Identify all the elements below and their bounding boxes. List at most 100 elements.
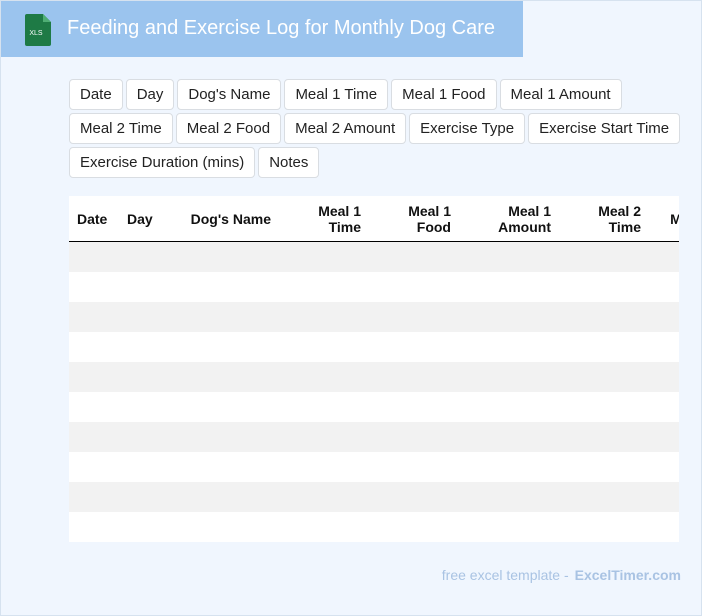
table-cell [69, 422, 119, 452]
table-cell [119, 452, 169, 482]
column-header: Meal 2 Time [559, 196, 649, 242]
table-cell [459, 362, 559, 392]
table-cell [459, 482, 559, 512]
table-cell [649, 512, 679, 542]
field-tag[interactable]: Exercise Duration (mins) [69, 147, 256, 178]
table-container: Date Day Dog's Name Meal 1 Time Meal 1 Food M… [69, 196, 679, 542]
footer: free excel template - ExcelTimer.com [442, 567, 681, 583]
table-cell [119, 241, 169, 272]
field-tag[interactable]: Meal 2 Time [69, 113, 173, 144]
table-cell [119, 422, 169, 452]
table-cell [559, 332, 649, 362]
table-row [69, 241, 679, 272]
table-cell [559, 362, 649, 392]
table-cell [69, 241, 119, 272]
field-tag[interactable]: Day [125, 79, 175, 110]
table-cell [559, 422, 649, 452]
table-cell [559, 482, 649, 512]
table-cell [459, 512, 559, 542]
table-row [69, 482, 679, 512]
table-cell [169, 332, 279, 362]
table-row [69, 362, 679, 392]
table-cell [119, 482, 169, 512]
table-cell [169, 392, 279, 422]
table-cell [649, 452, 679, 482]
field-tag[interactable]: Notes [258, 147, 320, 178]
column-header: Meal 1 Time [279, 196, 369, 242]
column-header: Meal 2 Food [649, 196, 679, 242]
table-cell [559, 302, 649, 332]
table-cell [369, 302, 459, 332]
column-header: Date [69, 196, 119, 242]
table-cell [369, 362, 459, 392]
table-cell [279, 392, 369, 422]
table-row [69, 332, 679, 362]
table-cell [169, 512, 279, 542]
table-cell [459, 241, 559, 272]
table-cell [279, 422, 369, 452]
table-cell [119, 272, 169, 302]
table-cell [369, 452, 459, 482]
table-cell [649, 302, 679, 332]
table-cell [459, 452, 559, 482]
table-cell [119, 392, 169, 422]
log-table: Date Day Dog's Name Meal 1 Time Meal 1 Food M… [69, 196, 679, 542]
table-cell [649, 332, 679, 362]
icon-label: XLS [29, 30, 43, 37]
table-cell [649, 272, 679, 302]
table-row [69, 422, 679, 452]
table-row [69, 272, 679, 302]
table-cell [369, 422, 459, 452]
table-cell [459, 302, 559, 332]
table-cell [369, 512, 459, 542]
table-cell [559, 512, 649, 542]
table-cell [69, 482, 119, 512]
table-cell [369, 332, 459, 362]
table-cell [459, 272, 559, 302]
table-cell [119, 302, 169, 332]
table-row [69, 512, 679, 542]
column-header: Meal 1 Food [369, 196, 459, 242]
field-tag[interactable]: Meal 1 Food [391, 79, 497, 110]
footer-link[interactable]: ExcelTimer.com [574, 567, 681, 583]
field-tag[interactable]: Meal 1 Time [284, 79, 389, 110]
title: Feeding and Exercise Log for Monthly Dog… [67, 17, 496, 39]
table-cell [649, 422, 679, 452]
field-tag[interactable]: Date [69, 79, 123, 110]
table-cell [279, 482, 369, 512]
table-cell [119, 362, 169, 392]
table-cell [279, 452, 369, 482]
table-cell [279, 272, 369, 302]
table-row [69, 392, 679, 422]
table-cell [279, 241, 369, 272]
table-cell [169, 272, 279, 302]
footer-text: free excel template - [441, 567, 569, 583]
table-cell [649, 392, 679, 422]
table-cell [279, 302, 369, 332]
table-cell [169, 362, 279, 392]
table-cell [69, 302, 119, 332]
field-tag[interactable]: Dog's Name [177, 79, 282, 110]
field-tag[interactable]: Meal 2 Amount [284, 113, 407, 144]
field-tag[interactable]: Meal 2 Food [175, 113, 282, 144]
field-tag[interactable]: Exercise Type [409, 113, 526, 144]
table-cell [69, 512, 119, 542]
field-tag[interactable]: Meal 1 Amount [499, 79, 622, 110]
table-cell [169, 422, 279, 452]
table-cell [649, 241, 679, 272]
table-cell [559, 241, 649, 272]
table-cell [459, 392, 559, 422]
table-cell [169, 302, 279, 332]
table-cell [459, 422, 559, 452]
field-tag[interactable]: Exercise Start Time [528, 113, 681, 144]
banner: XLS Feeding and Exercise Log for Monthly… [1, 1, 523, 57]
table-cell [69, 362, 119, 392]
table-cell [69, 272, 119, 302]
column-header: Day [119, 196, 169, 242]
table-cell [169, 482, 279, 512]
table-row [69, 452, 679, 482]
table-cell [169, 452, 279, 482]
column-header: Dog's Name [169, 196, 279, 242]
table-cell [559, 392, 649, 422]
